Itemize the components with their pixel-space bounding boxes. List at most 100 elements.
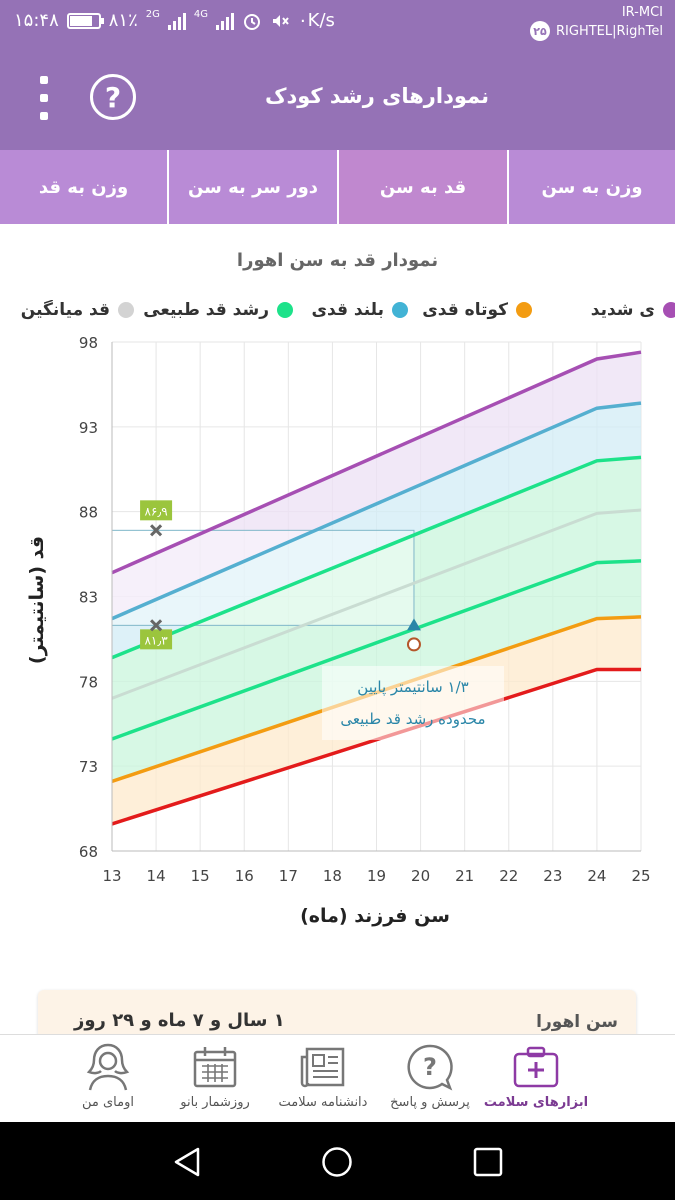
back-icon[interactable] [172, 1146, 204, 1178]
svg-text:?: ? [423, 1053, 437, 1081]
annotation-box [322, 666, 504, 740]
network-4g-label: 4G [193, 9, 209, 20]
x-axis-label: سن فرزند (ماه) [300, 905, 450, 927]
tab-head-for-age[interactable]: دور سر به سن [167, 150, 337, 224]
tab-weight-for-age[interactable]: وزن به سن [507, 150, 675, 224]
growth-curve [111, 667, 641, 826]
legend-label: بلند قدی [311, 300, 384, 320]
marker-label: ۸۱٫۳ [140, 629, 173, 650]
carrier-2: RIGHTEL|RighTel [556, 23, 663, 39]
nav-label: اومای من [82, 1095, 134, 1110]
bottom-nav: ابزارهای سلامت ? پرسش و پاسخ دانشنامه سل… [0, 1034, 675, 1122]
legend-dot [277, 302, 293, 318]
x-tick-label: 23 [543, 867, 562, 885]
x-tick-label: 21 [455, 867, 474, 885]
y-tick-label: 83 [79, 589, 98, 607]
growth-curve [111, 559, 642, 741]
carrier-2-row: ۲۵ RIGHTEL|RighTel [530, 21, 663, 41]
help-icon: ? [104, 80, 122, 114]
legend-item-tall[interactable]: بلند قدی [311, 300, 408, 320]
question-bubble-icon: ? [405, 1041, 455, 1093]
nav-health-tools[interactable]: ابزارهای سلامت [480, 1035, 592, 1123]
growth-curve [111, 401, 642, 621]
mute-icon [273, 14, 289, 27]
growth-curve [111, 615, 642, 784]
x-tick-label: 13 [102, 867, 121, 885]
legend-dot [392, 302, 408, 318]
data-marker [150, 524, 163, 537]
x-tick-label: 16 [235, 867, 254, 885]
nav-calendar[interactable]: روزشمار بانو [162, 1035, 268, 1123]
x-tick-label: 15 [191, 867, 210, 885]
annotation-line-2: محدوده رشد قد طبیعی [340, 710, 485, 728]
reference-box [111, 529, 415, 626]
signal-4g-icon [216, 12, 235, 30]
status-time: ۱۵:۴۸ [14, 10, 59, 31]
growth-curve [111, 508, 642, 700]
y-tick-label: 73 [79, 758, 98, 776]
y-tick-label: 78 [79, 673, 98, 691]
help-button[interactable]: ? [90, 74, 136, 120]
nav-label: روزشمار بانو [180, 1095, 250, 1110]
x-tick-label: 14 [147, 867, 166, 885]
nav-label: دانشنامه سلامت [278, 1095, 368, 1110]
svg-text:۸۱٫۳: ۸۱٫۳ [144, 633, 168, 647]
tab-weight-for-height[interactable]: وزن به قد [38, 176, 129, 198]
battery-percent: ۸۱٪ [108, 10, 138, 31]
band-area [112, 352, 641, 619]
home-icon[interactable] [321, 1146, 353, 1178]
alarm-icon [244, 13, 261, 30]
network-2g-label: 2G [145, 9, 160, 20]
notification-badge: ۲۵ [530, 21, 551, 41]
page-title: نمودارهای رشد کودک [264, 84, 489, 108]
svg-text:۸۶٫۹: ۸۶٫۹ [144, 504, 167, 518]
y-tick-label: 93 [79, 419, 98, 437]
legend-label: رشد قد طبیعی [143, 300, 269, 320]
chart-legend: ی شدید کوتاه قدی بلند قدی رشد قد طبیعی ق… [0, 300, 675, 330]
child-age-label: سن اهورا [536, 1012, 618, 1032]
x-tick-label: 25 [631, 867, 650, 885]
network-speed: ۰K/s [298, 10, 335, 31]
x-tick-label: 19 [367, 867, 386, 885]
tab-height-for-age[interactable]: قد به سن [337, 150, 507, 224]
growth-chart: 68 73 78 83 88 93 98 13 14 15 16 17 18 19 20 21 22 23 24 25… [79, 334, 651, 885]
profile-woman-icon [83, 1041, 133, 1093]
nav-label: ابزارهای سلامت [483, 1095, 589, 1110]
marker-label: ۸۶٫۹ [140, 500, 173, 521]
nav-qa[interactable]: ? پرسش و پاسخ [375, 1035, 485, 1123]
legend-item-severe[interactable]: ی شدید [591, 300, 675, 320]
legend-dot [516, 302, 532, 318]
legend-label: ی شدید [590, 300, 655, 320]
battery-fill [69, 15, 93, 26]
legend-label: کوتاه قدی [422, 300, 508, 320]
legend-item-normal[interactable]: رشد قد طبیعی [143, 300, 293, 320]
child-age-value: ۱ سال و ۷ ماه و ۲۹ روز [74, 1010, 285, 1031]
newspaper-icon [298, 1041, 348, 1093]
legend-item-short[interactable]: کوتاه قدی [422, 300, 532, 320]
legend-item-average[interactable]: قد میانگین [21, 300, 134, 320]
nav-profile[interactable]: اومای من [60, 1035, 156, 1123]
y-axis-label-box: قد (سانتیمتر) [22, 536, 52, 664]
y-tick-label: 88 [79, 504, 98, 522]
system-nav-bar [0, 1122, 675, 1200]
status-right: IR-MCI ۲۵ RIGHTEL|RighTel [530, 4, 663, 41]
data-marker [150, 619, 163, 632]
health-kit-icon [511, 1041, 561, 1093]
legend-label: قد میانگین [20, 300, 110, 320]
calendar-icon [190, 1041, 240, 1093]
app-bar: ? نمودارهای رشد کودک [0, 46, 675, 150]
growth-curve [111, 455, 642, 660]
legend-dot [663, 302, 675, 318]
battery-icon [66, 12, 104, 29]
child-point-marker [406, 618, 421, 631]
child-point-circle [406, 637, 421, 652]
chart-title: نمودار قد به سن اهورا [236, 250, 439, 271]
carrier-1: IR-MCI [621, 5, 663, 20]
annotation-line-1: ۱/۳ سانتیمتر پایین [357, 678, 468, 697]
overflow-menu-icon[interactable] [36, 76, 52, 120]
recents-icon[interactable] [472, 1146, 504, 1178]
nav-encyclopedia[interactable]: دانشنامه سلامت [268, 1035, 378, 1123]
status-bar: ۱۵:۴۸ ۸۱٪ 2G 4G ۰K/s IR-MCI ۲۵ RIGHTEL|R… [0, 0, 675, 46]
legend-dot [118, 302, 134, 318]
